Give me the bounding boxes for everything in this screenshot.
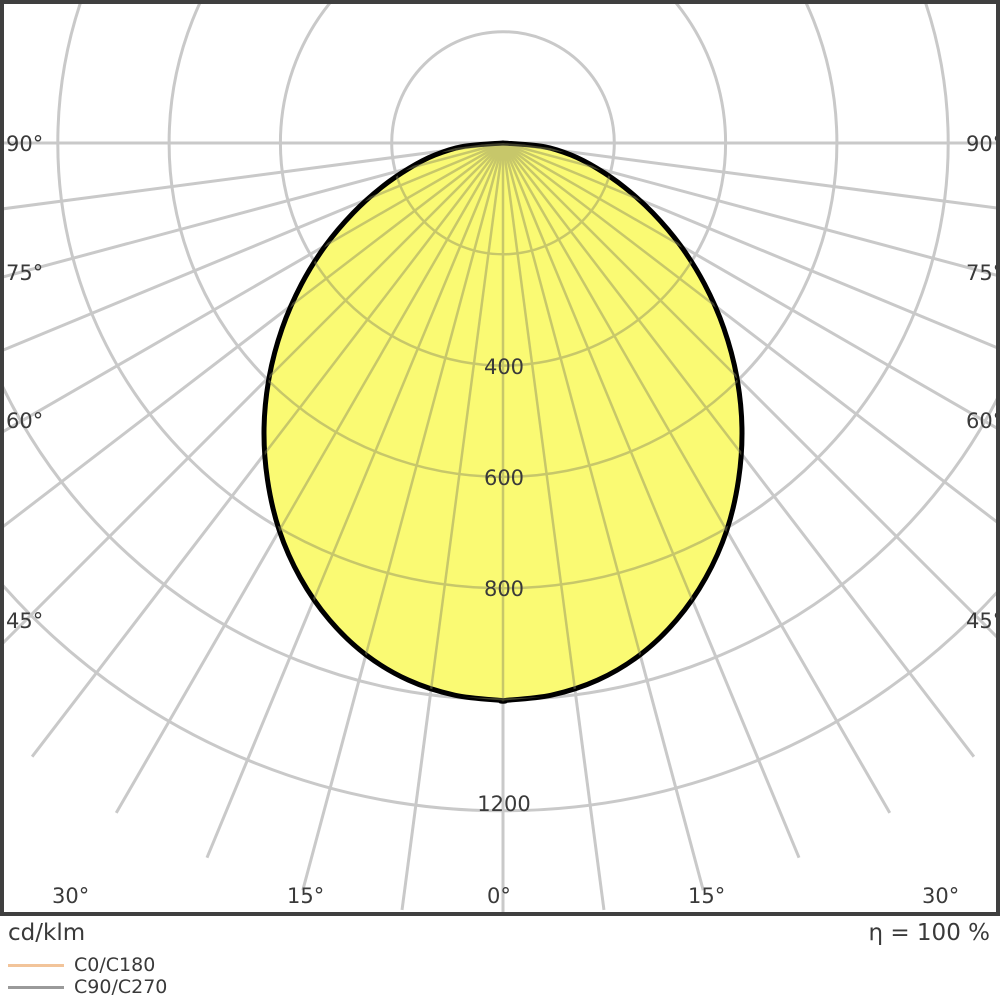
- angle-label-right-45: 45°: [966, 609, 1000, 633]
- angle-label-bottom-30-right: 30°: [922, 884, 960, 908]
- polar-plot-svg: [4, 4, 996, 912]
- legend-label-c90-c270: C90/C270: [74, 976, 168, 998]
- angle-label-bottom-15-left: 15°: [287, 884, 325, 908]
- legend-swatch-c90-c270: [8, 985, 64, 989]
- plot-frame: 90° 75° 60° 45° 90° 75° 60° 45° 30° 15° …: [0, 0, 1000, 916]
- angle-label-left-45: 45°: [6, 609, 44, 633]
- angle-label-right-90: 90°: [966, 132, 1000, 156]
- angle-label-bottom-30-left: 30°: [52, 884, 90, 908]
- angle-label-bottom-0: 0°: [487, 884, 511, 908]
- angle-label-right-75: 75°: [966, 261, 1000, 285]
- unit-label: cd/klm: [8, 920, 86, 946]
- legend-swatch-c0-c180: [8, 963, 64, 967]
- angle-label-left-90: 90°: [6, 132, 44, 156]
- ring-label-400: 400: [483, 355, 525, 379]
- legend-item-c0-c180: C0/C180: [8, 954, 167, 976]
- efficiency-label: η = 100 %: [868, 920, 990, 946]
- angle-label-left-75: 75°: [6, 261, 44, 285]
- ring-label-800: 800: [483, 577, 525, 601]
- ring-label-1200: 1200: [477, 792, 531, 816]
- angle-label-left-60: 60°: [6, 409, 44, 433]
- angle-label-right-60: 60°: [966, 409, 1000, 433]
- ring-label-600: 600: [483, 466, 525, 490]
- angle-label-bottom-15-right: 15°: [688, 884, 726, 908]
- distribution-curve: [261, 140, 745, 704]
- legend-item-c90-c270: C90/C270: [8, 976, 167, 998]
- legend-label-c0-c180: C0/C180: [74, 954, 156, 976]
- legend: C0/C180 C90/C270: [8, 954, 167, 998]
- diagram-footer: cd/klm η = 100 % C0/C180 C90/C270: [0, 916, 1000, 1000]
